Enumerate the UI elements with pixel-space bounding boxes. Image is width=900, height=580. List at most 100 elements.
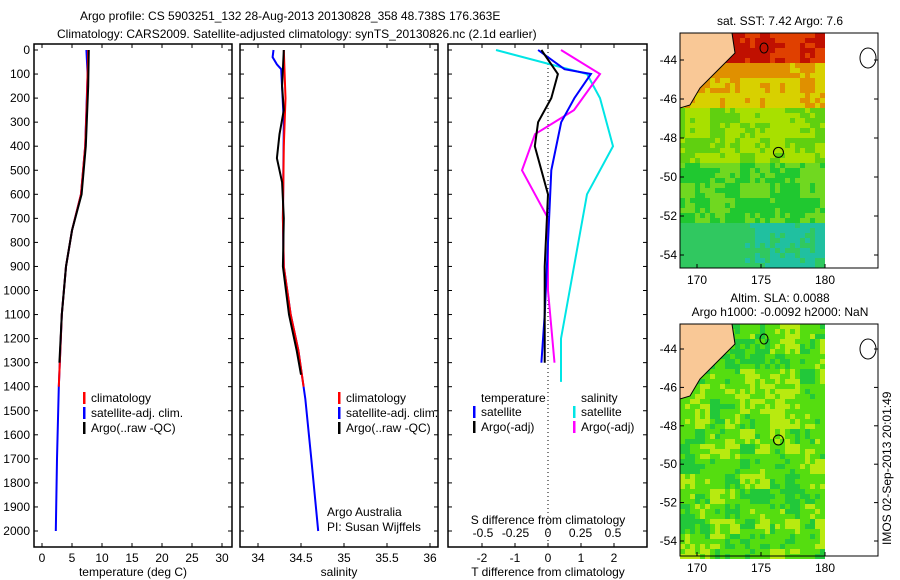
map-cell — [735, 374, 740, 379]
map-cell — [805, 103, 810, 108]
map-cell — [810, 183, 815, 188]
map-cell — [775, 68, 780, 73]
map-cell — [690, 439, 695, 444]
map-cell — [710, 143, 715, 148]
y-tick-label: 900 — [10, 259, 30, 273]
legend-swatch — [83, 392, 86, 404]
map-cell — [720, 509, 725, 514]
sst-map-title: sat. SST: 7.42 Argo: 7.6 — [717, 14, 843, 28]
map-cell — [785, 374, 790, 379]
island-outline — [759, 333, 769, 345]
map-cell — [775, 479, 780, 484]
map-cell — [810, 474, 815, 479]
map-cell — [750, 359, 755, 364]
map-cell — [760, 178, 765, 183]
map-cell — [735, 399, 740, 404]
map-cell — [720, 414, 725, 419]
map-cell — [810, 233, 815, 238]
map-cell — [815, 534, 820, 539]
map-cell — [755, 534, 760, 539]
map-cell — [800, 414, 805, 419]
map-cell — [755, 479, 760, 484]
map-cell — [735, 489, 740, 494]
map-cell — [775, 334, 780, 339]
map-cell — [745, 123, 750, 128]
map-cell — [820, 399, 825, 404]
map-cell — [770, 449, 775, 454]
temperature-satellite-line — [537, 49, 593, 363]
map-cell — [805, 53, 810, 58]
x-tick-label: 34 — [251, 551, 265, 565]
map-cell — [730, 93, 735, 98]
map-cell — [800, 419, 805, 424]
map-cell — [735, 33, 740, 38]
map-cell — [715, 133, 720, 138]
salinity-satellite-line — [495, 49, 615, 382]
map-cell — [775, 73, 780, 78]
map-cell — [705, 218, 710, 223]
map-cell — [740, 113, 745, 118]
map-cell — [810, 419, 815, 424]
map-cell — [770, 534, 775, 539]
map-cell — [720, 253, 725, 258]
map-cell — [740, 238, 745, 243]
map-cell — [755, 379, 760, 384]
map-cell — [775, 379, 780, 384]
map-cell — [765, 128, 770, 133]
map-cell — [775, 248, 780, 253]
map-cell — [810, 73, 815, 78]
map-cell — [725, 359, 730, 364]
map-cell — [745, 364, 750, 369]
map-cell — [730, 233, 735, 238]
map-cell — [720, 524, 725, 529]
map-cell — [760, 529, 765, 534]
map-cell — [700, 539, 705, 544]
map-cell — [790, 349, 795, 354]
satellite-line — [54, 49, 89, 532]
map-cell — [815, 158, 820, 163]
map-cell — [815, 218, 820, 223]
map-cell — [735, 178, 740, 183]
map-cell — [765, 233, 770, 238]
map-cell — [785, 143, 790, 148]
map-cell — [790, 374, 795, 379]
map-cell — [805, 253, 810, 258]
map-cell — [790, 419, 795, 424]
map-cell — [790, 324, 795, 329]
y-tick-label: 600 — [10, 187, 30, 201]
map-cell — [745, 68, 750, 73]
map-cell — [795, 43, 800, 48]
map-cell — [775, 193, 780, 198]
map-cell — [820, 509, 825, 514]
map-cell — [770, 98, 775, 103]
map-cell — [720, 534, 725, 539]
map-cell — [815, 83, 820, 88]
map-cell — [775, 243, 780, 248]
map-cell — [795, 188, 800, 193]
map-cell — [730, 123, 735, 128]
map-cell — [770, 48, 775, 53]
map-cell — [780, 529, 785, 534]
map-cell — [775, 178, 780, 183]
map-cell — [795, 98, 800, 103]
map-cell — [705, 404, 710, 409]
map-cell — [745, 519, 750, 524]
map-cell — [720, 364, 725, 369]
argo-line — [58, 49, 90, 363]
map-cell — [715, 529, 720, 534]
map-cell — [815, 248, 820, 253]
map-cell — [755, 429, 760, 434]
map-cell — [785, 534, 790, 539]
map-cell — [750, 324, 755, 329]
map-cell — [690, 399, 695, 404]
map-cell — [780, 148, 785, 153]
map-cell — [795, 208, 800, 213]
map-cell — [810, 539, 815, 544]
title-line-1: Argo profile: CS 5903251_132 28-Aug-2013… — [80, 9, 500, 23]
map-cell — [760, 474, 765, 479]
map-cell — [750, 258, 755, 263]
map-cell — [715, 409, 720, 414]
map-cell — [695, 178, 700, 183]
map-cell — [740, 208, 745, 213]
map-cell — [815, 394, 820, 399]
